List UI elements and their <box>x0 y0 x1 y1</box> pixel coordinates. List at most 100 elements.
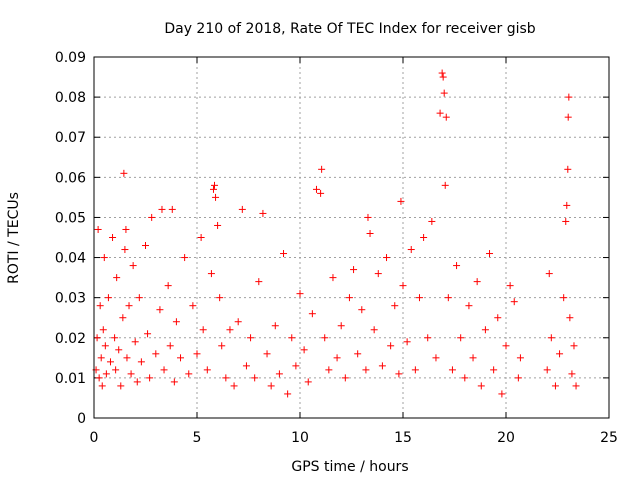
data-point <box>95 374 103 382</box>
y-tick-label: 0.04 <box>55 251 86 267</box>
data-point <box>211 181 219 189</box>
data-point <box>251 374 259 382</box>
data-point <box>129 262 137 270</box>
tick-labels: 0 5 10 15 20 25 0 0.01 0.02 0.03 0.04 0.05 0.06 0.07 0… <box>55 50 618 446</box>
data-point <box>125 302 133 310</box>
data-point <box>350 266 358 274</box>
x-tick-label: 5 <box>193 430 202 446</box>
data-point <box>411 366 419 374</box>
data-point <box>570 342 578 350</box>
data-point <box>494 314 502 322</box>
data-point <box>226 326 234 334</box>
data-point <box>263 350 271 358</box>
data-point <box>93 334 101 342</box>
data-point <box>399 282 407 290</box>
data-point <box>317 189 325 197</box>
y-tick-label: 0.07 <box>55 130 86 146</box>
y-tick-label: 0 <box>77 411 86 427</box>
data-point <box>473 278 481 286</box>
data-point <box>516 354 524 362</box>
data-point <box>242 362 250 370</box>
data-point <box>490 366 498 374</box>
data-point <box>415 294 423 302</box>
data-point <box>562 217 570 225</box>
data-point <box>117 382 125 390</box>
data-point <box>438 69 446 77</box>
data-point <box>109 234 117 241</box>
data-point <box>234 318 242 326</box>
data-point <box>96 302 104 310</box>
data-point <box>94 225 102 233</box>
data-point <box>300 346 308 354</box>
data-point <box>514 374 522 382</box>
data-point <box>358 306 366 314</box>
data-point <box>341 374 349 382</box>
data-point <box>115 346 123 354</box>
data-point <box>572 382 580 390</box>
data-point <box>465 302 473 310</box>
data-point <box>318 165 326 173</box>
data-point <box>230 382 238 390</box>
data-point <box>168 205 176 213</box>
data-point <box>321 334 329 342</box>
data-point <box>135 294 143 302</box>
data-point <box>563 201 571 209</box>
data-point <box>284 390 292 398</box>
data-point <box>564 113 572 121</box>
x-tick-label: 10 <box>291 430 309 446</box>
data-point <box>259 209 267 217</box>
data-point <box>207 270 215 278</box>
data-point <box>209 185 217 193</box>
data-point <box>197 234 205 241</box>
data-point <box>374 270 382 278</box>
data-point <box>164 282 172 290</box>
data-point <box>275 370 283 378</box>
data-point <box>364 213 372 221</box>
data-point <box>383 254 391 262</box>
data-point <box>214 221 222 229</box>
data-point <box>543 366 551 374</box>
data-point <box>222 374 230 382</box>
data-point <box>152 350 160 358</box>
data-point <box>566 314 574 322</box>
data-point <box>424 334 432 342</box>
data-point <box>547 334 555 342</box>
data-point <box>267 382 275 390</box>
data-point <box>436 109 444 117</box>
data-point <box>366 229 374 237</box>
data-point <box>158 205 166 213</box>
data-point <box>144 330 152 338</box>
data-point <box>106 358 114 366</box>
data-point <box>420 234 428 241</box>
data-point <box>304 378 312 386</box>
data-point <box>218 342 226 350</box>
data-point <box>137 358 145 366</box>
data-point <box>469 354 477 362</box>
data-point <box>112 366 120 374</box>
x-tick-label: 20 <box>497 430 515 446</box>
data-point <box>312 185 320 193</box>
x-tick-label: 0 <box>90 430 99 446</box>
data-point <box>292 362 300 370</box>
data-point <box>329 274 337 282</box>
data-point <box>123 354 131 362</box>
data-point <box>354 350 362 358</box>
data-point <box>127 370 135 378</box>
data-point <box>395 370 403 378</box>
data-point <box>288 334 296 342</box>
data-point <box>444 294 452 302</box>
y-tick-label: 0.02 <box>55 331 86 347</box>
data-point <box>432 354 440 362</box>
data-point <box>146 374 154 382</box>
data-point <box>280 250 288 258</box>
y-tick-label: 0.05 <box>55 210 86 226</box>
data-point <box>477 382 485 390</box>
data-point <box>199 326 207 334</box>
data-point <box>156 306 164 314</box>
chart-title: Day 210 of 2018, Rate Of TEC Index for r… <box>164 21 535 37</box>
data-point <box>439 73 447 81</box>
axis-ticks <box>93 56 610 419</box>
data-point <box>568 370 576 378</box>
data-point <box>440 89 448 97</box>
data-point <box>120 169 128 177</box>
